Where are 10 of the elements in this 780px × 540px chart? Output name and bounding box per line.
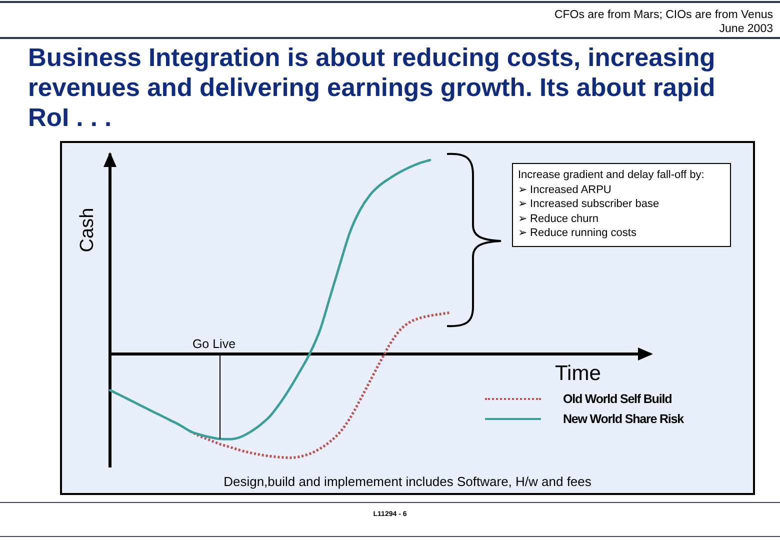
annotation: Go Live (191, 337, 237, 352)
chart-title: Business Integration is about reducing costs, increasing revenues and delivering earnings growth. Its about rapid RoI . . . (28, 43, 716, 133)
legend-label: Old World Self Build (563, 392, 672, 406)
text: Design,build and implemement includes Software, H/w and fees (222, 474, 592, 489)
text: CFOs are from Mars; CIOs are from Venus (554, 8, 773, 22)
annotation: Increase gradient and delay fall-off by: ➢ Increased ARPU ➢ Increased subscriber base ➢ Reduce churn ➢ Reduce running costs (512, 163, 731, 246)
legend-label: New World Share Risk (563, 412, 684, 426)
x-axis-title: Time (555, 362, 601, 386)
text: June 2003 (718, 22, 773, 36)
y-axis-title: Cash (76, 206, 99, 254)
